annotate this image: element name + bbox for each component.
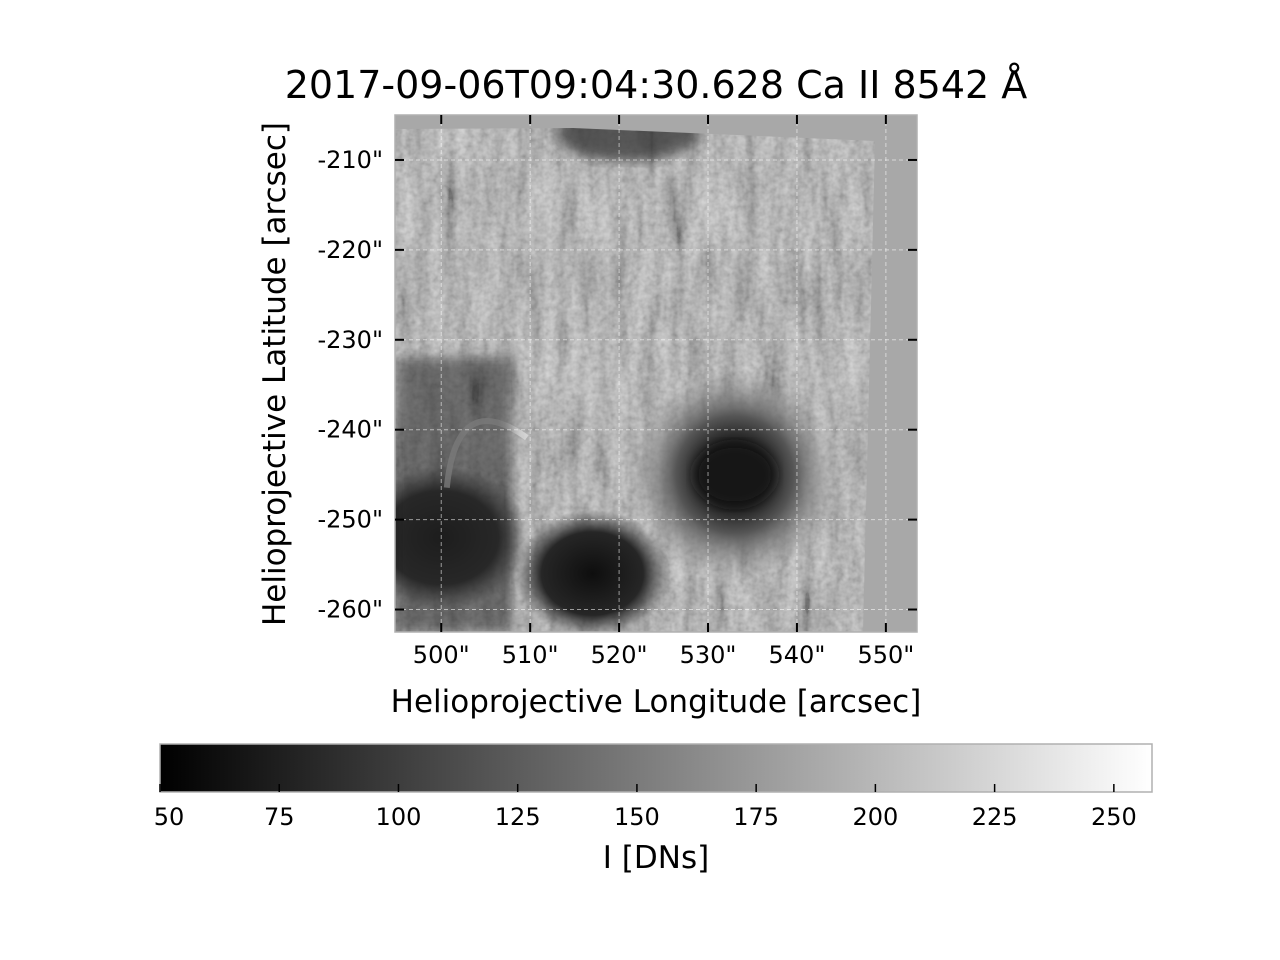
sunspot-umbra: [694, 443, 776, 506]
y-tick-label: -230": [317, 326, 383, 354]
colorbar-tick-label: 75: [264, 803, 295, 831]
off-image-top: [573, 115, 917, 141]
colorbar: 50 75 100 125 150 175 200 225 250 I [DNs]: [154, 743, 1153, 876]
y-tick-label: -240": [317, 416, 383, 444]
y-tick-label: -210": [317, 146, 383, 174]
colorbar-label: I [DNs]: [603, 840, 709, 876]
off-image-region: [863, 141, 917, 632]
dark-plage-left: [395, 357, 513, 632]
plot-area: 500" 510" 520" 530" 540" 550" -210" -220" -230"…: [317, 114, 918, 669]
y-tick-label: -260": [317, 596, 383, 624]
y-tick-label: -220": [317, 236, 383, 264]
colorbar-tick-label: 125: [495, 803, 541, 831]
x-tick-label: 540": [769, 641, 826, 669]
colorbar-tick-label: 250: [1091, 803, 1137, 831]
y-axis-ticks: -210" -220" -230" -240" -250" -260": [317, 146, 917, 624]
grid: [395, 115, 917, 632]
y-tick-label: -250": [317, 506, 383, 534]
colorbar-tick-label: 150: [614, 803, 660, 831]
pore-cluster: [514, 509, 671, 632]
chart-title: 2017-09-06T09:04:30.628 Ca II 8542 Å: [285, 63, 1028, 107]
x-tick-label: 510": [502, 641, 559, 669]
colorbar-tick-label: 175: [733, 803, 779, 831]
x-tick-label: 520": [591, 641, 648, 669]
x-tick-label: 550": [857, 641, 914, 669]
colorbar-ticks: 50 75 100 125 150 175 200 225 250: [154, 784, 1137, 831]
x-tick-label: 530": [680, 641, 737, 669]
x-axis-label: Helioprojective Longitude [arcsec]: [391, 684, 922, 720]
y-axis-label: Helioprojective Latitude [arcsec]: [257, 122, 293, 626]
colorbar-tick-label: 50: [154, 803, 185, 831]
colorbar-gradient: [159, 743, 1153, 793]
plot-frame: [394, 114, 918, 633]
solar-features: [395, 115, 842, 632]
colorbar-tick-label: 100: [376, 803, 422, 831]
colorbar-tick-label: 225: [972, 803, 1018, 831]
x-tick-label: 500": [413, 641, 470, 669]
colorbar-tick-label: 200: [852, 803, 898, 831]
off-image-top-left: [395, 115, 573, 129]
dark-region: [556, 115, 700, 162]
x-axis-ticks: 500" 510" 520" 530" 540" 550": [413, 115, 914, 669]
